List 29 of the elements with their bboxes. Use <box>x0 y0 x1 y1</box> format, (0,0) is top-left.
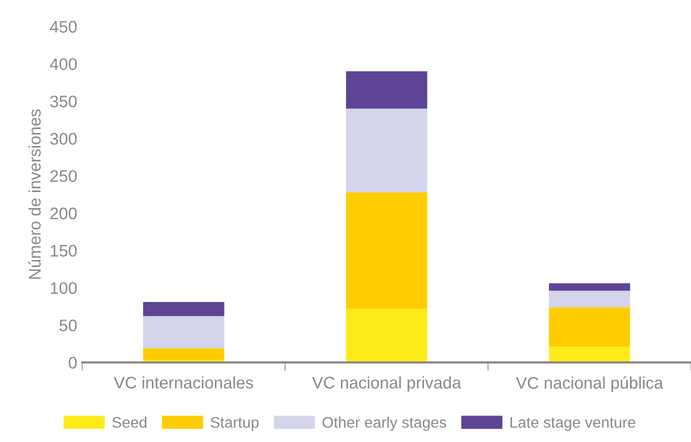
legend-label: Other early stages <box>322 416 446 431</box>
bar <box>346 108 428 192</box>
y-tick-label: 150 <box>50 244 77 257</box>
x-tick-label: VC internacionales <box>114 376 254 389</box>
bar <box>143 348 224 360</box>
y-axis-title: Número de inversiones <box>28 109 41 279</box>
y-tick-label: 0 <box>68 356 77 369</box>
legend-label: Late stage venture <box>510 417 636 431</box>
x-tick-label: VC nacional pública <box>516 376 664 392</box>
bar <box>143 302 224 316</box>
y-tick-label: 300 <box>50 132 77 145</box>
y-tick-label: 200 <box>50 208 77 220</box>
bar <box>548 290 630 308</box>
y-tick-label: 400 <box>50 58 77 70</box>
x-tick-label: VC nacional privada <box>312 376 462 392</box>
y-tick-label: 350 <box>50 96 77 108</box>
y-tick-label: 450 <box>50 20 77 33</box>
bar <box>143 316 224 348</box>
legend-label: Seed <box>112 416 146 428</box>
y-tick-label: 100 <box>50 282 77 294</box>
bar <box>346 308 428 362</box>
bar <box>548 307 630 347</box>
bar <box>346 71 428 109</box>
bar <box>346 192 428 309</box>
bar <box>548 346 630 362</box>
y-tick-label: 50 <box>60 320 77 332</box>
legend-label: Startup <box>210 416 259 431</box>
y-tick-label: 250 <box>50 170 77 182</box>
bar <box>548 283 630 291</box>
